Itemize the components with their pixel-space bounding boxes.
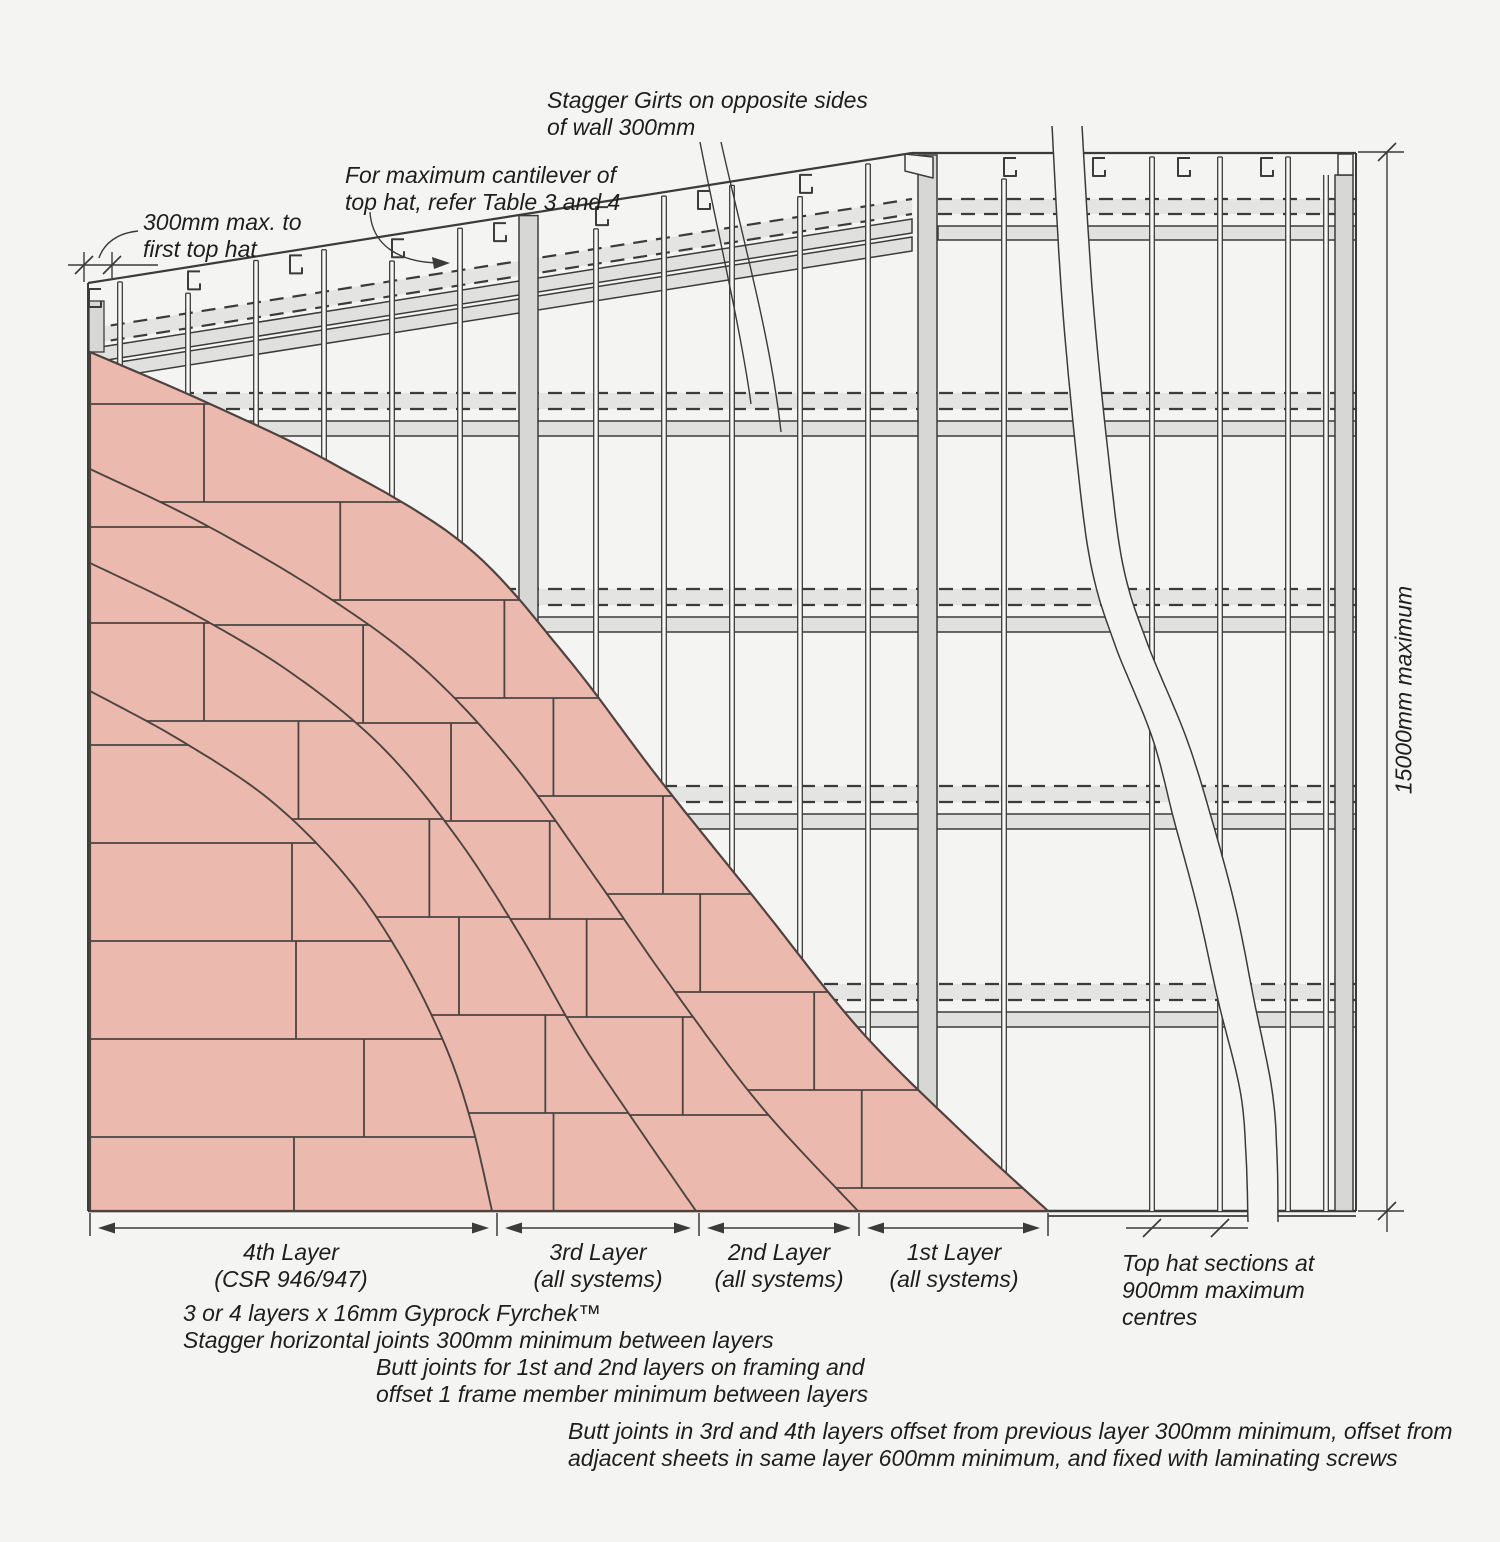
note-line: For maximum cantilever of <box>345 162 616 188</box>
note-line: offset 1 frame member minimum between la… <box>376 1381 869 1407</box>
note-line: Butt joints for 1st and 2nd layers on fr… <box>376 1354 865 1380</box>
note-line: adjacent sheets in same layer 600mm mini… <box>568 1445 1398 1471</box>
note-line: Butt joints in 3rd and 4th layers offset… <box>568 1418 1453 1444</box>
layer-name: 3rd Layer <box>549 1239 647 1265</box>
layer-name: 4th Layer <box>243 1239 339 1265</box>
note-line: first top hat <box>143 236 257 262</box>
stagger-girts-note: Stagger Girts on opposite sides of wall … <box>547 87 868 141</box>
layer-3-dimension-label: 3rd Layer (all systems) <box>533 1239 662 1293</box>
note-layers-spec: 3 or 4 layers x 16mm Gyprock Fyrchek™ St… <box>183 1300 774 1354</box>
wall-height-dimension-label: 15000mm maximum <box>1390 585 1417 795</box>
layer-4-dimension-label: 4th Layer (CSR 946/947) <box>214 1239 367 1293</box>
note-line: centres <box>1122 1304 1198 1330</box>
note-butt-joints-3-4: Butt joints in 3rd and 4th layers offset… <box>568 1418 1453 1472</box>
layer-name: 1st Layer <box>906 1239 1002 1265</box>
layer-system: (all systems) <box>714 1266 844 1292</box>
note-line: Stagger horizontal joints 300mm minimum … <box>183 1327 774 1353</box>
note-line: top hat, refer Table 3 and 4 <box>345 189 621 215</box>
note-butt-joints-1-2: Butt joints for 1st and 2nd layers on fr… <box>376 1354 868 1408</box>
note-line: Top hat sections at <box>1122 1250 1315 1276</box>
top-hat-centres-note: Top hat sections at 900mm maximum centre… <box>1122 1250 1314 1331</box>
note-line: of wall 300mm <box>547 114 696 140</box>
cantilever-note: For maximum cantilever of top hat, refer… <box>345 162 620 216</box>
note-line: Stagger Girts on opposite sides <box>547 87 868 113</box>
layer-1-dimension-label: 1st Layer (all systems) <box>889 1239 1018 1293</box>
layer-name: 2nd Layer <box>727 1239 831 1265</box>
first-top-hat-note: 300mm max. to first top hat <box>143 209 302 263</box>
note-line: 300mm max. to <box>143 209 302 235</box>
layer-2-dimension-label: 2nd Layer (all systems) <box>714 1239 843 1293</box>
note-line: 900mm maximum <box>1122 1277 1305 1303</box>
layer-system: (CSR 946/947) <box>214 1266 368 1292</box>
layer-system: (all systems) <box>889 1266 1019 1292</box>
layer-system: (all systems) <box>533 1266 663 1292</box>
note-line: 3 or 4 layers x 16mm Gyprock Fyrchek™ <box>183 1300 601 1326</box>
